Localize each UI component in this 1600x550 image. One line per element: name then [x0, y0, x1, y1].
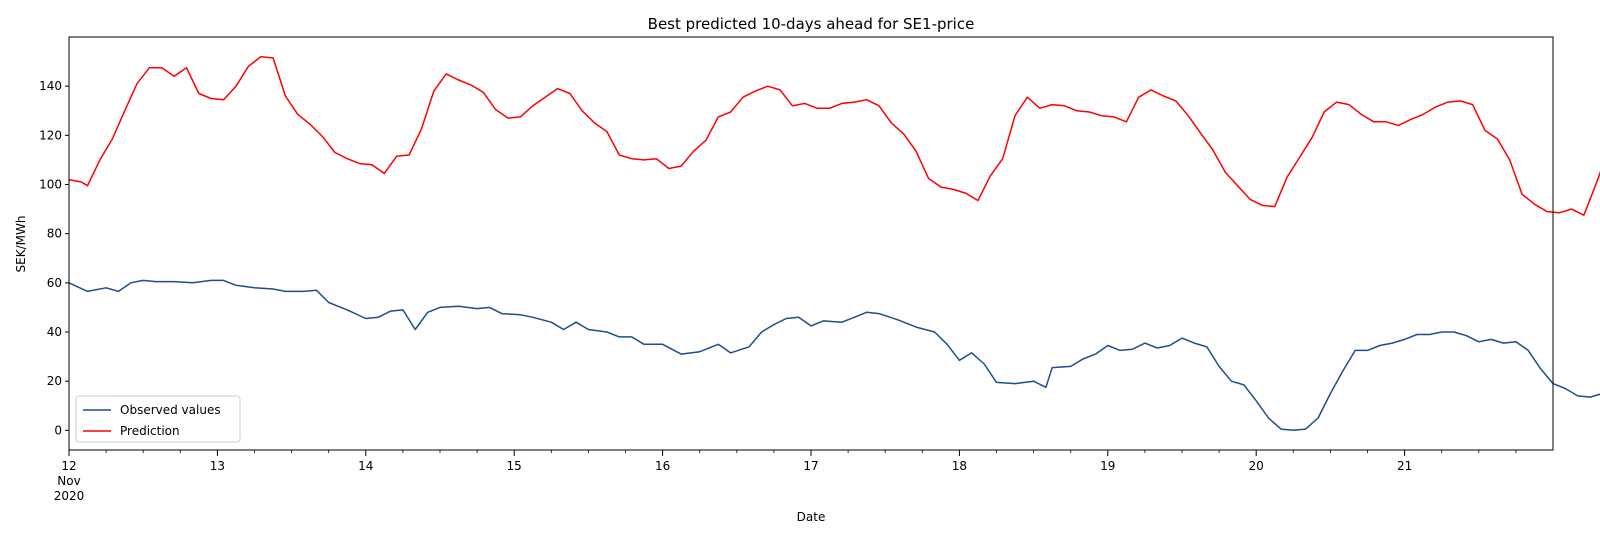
legend-label: Observed values: [120, 403, 221, 417]
chart-title: Best predicted 10-days ahead for SE1-pri…: [648, 15, 975, 33]
x-tick-label: 14: [358, 459, 373, 473]
y-axis-title: SEK/MWh: [14, 216, 28, 273]
series-line-prediction: [68, 55, 1600, 216]
x-tick-label: 13: [210, 459, 225, 473]
y-tick-label: 60: [47, 276, 62, 290]
y-tick-label: 120: [39, 128, 62, 142]
x-tick-label: 17: [803, 459, 818, 473]
legend-box: [75, 395, 241, 443]
x-tick-label: 16: [655, 459, 670, 473]
x-axis-title: Date: [797, 510, 826, 524]
y-tick-label: 20: [47, 374, 62, 388]
plot-frame: [68, 36, 1554, 451]
y-axis: 0 20 40 60 80 100 120 140: [39, 79, 69, 437]
legend: Observed values Prediction: [75, 395, 241, 443]
x-tick-label: 15: [507, 459, 522, 473]
x-tick-label: 19: [1100, 459, 1115, 473]
x-tick-label-year: 2020: [54, 489, 85, 503]
y-tick-label: 80: [47, 227, 62, 241]
y-tick-label: 140: [39, 79, 62, 93]
x-tick-label: 12: [61, 459, 76, 473]
y-tick-label: 40: [47, 325, 62, 339]
x-tick-label: 21: [1397, 459, 1412, 473]
plot-area: [68, 36, 1600, 451]
x-tick-label: 20: [1249, 459, 1264, 473]
y-tick-label: 100: [39, 178, 62, 192]
series-line-observed: [68, 279, 1600, 432]
x-tick-label: 18: [952, 459, 967, 473]
legend-label: Prediction: [120, 424, 180, 438]
x-tick-label-month: Nov: [57, 474, 80, 488]
y-tick-label: 0: [54, 423, 62, 437]
